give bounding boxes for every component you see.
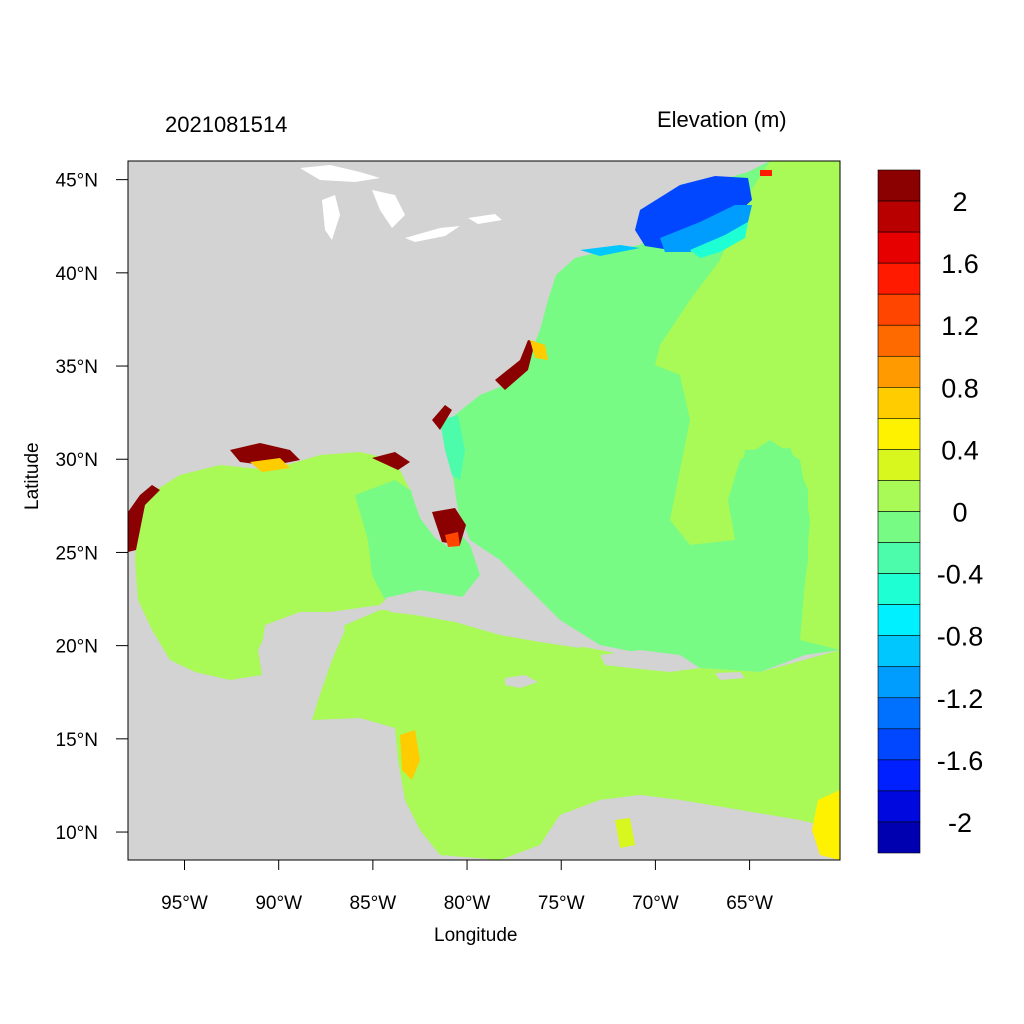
variable-title: Elevation (m) — [657, 107, 787, 132]
x-tick-label: 85°W — [350, 893, 397, 914]
colorbar-swatch — [877, 511, 921, 543]
map-area — [128, 161, 840, 860]
colorbar-swatch — [877, 200, 921, 233]
lake-superior — [300, 165, 380, 182]
colorbar-swatch — [877, 790, 921, 823]
x-tick-label: 65°W — [726, 893, 773, 914]
colorbar: 2 1.6 1.2 0.8 0.4 0 -0.4 -0.8 -1.2 -1.6 -2 — [877, 169, 984, 854]
atlantic-negative-pocket — [735, 448, 808, 620]
colorbar-swatch — [877, 449, 921, 481]
colorbar-swatch — [877, 666, 921, 699]
colorbar-label: 0 — [952, 498, 967, 528]
atlantic-positive-zone — [655, 161, 840, 650]
georgia-coast-surge — [432, 405, 452, 430]
y-tick-label: 30°N — [56, 450, 98, 471]
yucatan-land — [260, 612, 345, 720]
colorbar-label: -1.2 — [937, 684, 984, 714]
puerto-rico-island — [715, 672, 745, 680]
lake-ontario — [468, 214, 502, 224]
y-tick-label: 20°N — [56, 637, 98, 658]
south-florida-surge-core — [445, 532, 460, 547]
colorbar-swatch — [877, 728, 921, 761]
x-tick-label: 90°W — [255, 893, 302, 914]
y-tick-label: 35°N — [56, 357, 98, 378]
y-tick-label: 45°N — [56, 171, 98, 192]
y-tick-label: 25°N — [56, 543, 98, 564]
colorbar-label: -0.8 — [937, 622, 984, 652]
colorbar-label: -1.6 — [937, 746, 984, 776]
gulf-of-maine-ring — [660, 205, 752, 252]
colorbar-swatch — [877, 387, 921, 419]
colorbar-swatch — [877, 480, 921, 512]
x-tick-label: 75°W — [538, 893, 585, 914]
colorbar-swatch — [877, 169, 921, 202]
colorbar-swatch — [877, 573, 921, 605]
lake-erie — [405, 226, 460, 242]
nicaragua-coast-positive — [400, 730, 420, 780]
x-tick-label: 70°W — [632, 893, 679, 914]
x-axis-title: Longitude — [434, 925, 518, 946]
lake-michigan — [322, 195, 340, 240]
caribbean-sea — [312, 610, 840, 860]
hispaniola-island — [600, 650, 700, 672]
cuba-island — [385, 590, 590, 648]
colorbar-swatch — [877, 697, 921, 730]
y-tick-label: 10°N — [56, 823, 98, 844]
colorbar-swatch — [877, 293, 921, 326]
colorbar-swatch — [877, 542, 921, 574]
colorbar-label: -0.4 — [937, 560, 984, 590]
y-tick-label: 15°N — [56, 730, 98, 751]
x-tick-label: 95°W — [161, 893, 208, 914]
long-island-sound — [580, 245, 640, 256]
colorbar-swatch — [877, 418, 921, 450]
y-axis: 45°N 40°N 35°N 30°N 25°N 20°N 15°N 10°N — [56, 171, 128, 844]
gulf-of-maine-surge — [635, 176, 752, 250]
louisiana-coast-surge — [230, 443, 300, 466]
chesapeake-surge — [530, 340, 548, 360]
lesser-antilles-positive — [812, 790, 840, 860]
louisiana-coast-yellow — [250, 458, 290, 472]
colorbar-label: 1.6 — [941, 249, 979, 279]
colorbar-swatch — [877, 759, 921, 792]
plot-frame — [127, 160, 841, 861]
colorbar-label: 1.2 — [941, 311, 979, 341]
colorbar-swatch — [877, 604, 921, 636]
colorbar-swatch — [877, 355, 921, 388]
lake-huron — [372, 190, 405, 228]
maine-coast-red — [760, 170, 772, 176]
date-title: 2021081514 — [165, 112, 288, 137]
south-america-land — [440, 795, 840, 860]
florida-east-band — [440, 415, 465, 480]
gulf-of-maine-outer — [690, 222, 748, 258]
x-axis: 95°W 90°W 85°W 80°W 75°W 70°W 65°W — [161, 860, 773, 914]
lake-maracaibo — [615, 818, 635, 848]
colorbar-swatch — [877, 262, 921, 295]
gulf-of-mexico — [135, 452, 430, 680]
colorbar-swatch — [877, 821, 921, 854]
colorbar-label: 0.4 — [941, 435, 979, 465]
colorbar-label: -2 — [948, 808, 972, 838]
x-tick-label: 80°W — [444, 893, 491, 914]
colorbar-label: 0.8 — [941, 373, 979, 403]
colorbar-swatch — [877, 324, 921, 357]
texas-coast-surge — [128, 485, 160, 552]
carolina-coast-surge — [495, 340, 535, 390]
colorbar-swatch — [877, 635, 921, 668]
jamaica-island — [505, 675, 538, 688]
bahamas-negative-zone — [355, 480, 480, 605]
colorbar-swatch — [877, 231, 921, 264]
colorbar-label: 2 — [952, 187, 967, 217]
y-tick-label: 40°N — [56, 264, 98, 285]
big-bend-surge — [372, 452, 410, 470]
